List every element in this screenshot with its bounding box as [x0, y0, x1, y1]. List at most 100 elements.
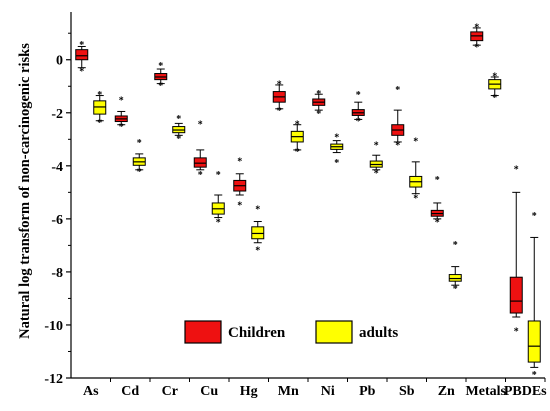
legend-item-children: Children	[184, 320, 286, 344]
outlier-point: *	[79, 66, 84, 77]
outlier-point: *	[435, 175, 440, 186]
x-tick-label: Cu	[200, 384, 218, 399]
outlier-point: *	[295, 119, 300, 130]
outlier-point: *	[374, 168, 379, 179]
y-tick-label: -2	[51, 107, 63, 122]
outlier-point: *	[374, 141, 379, 152]
y-axis-label: Natural log transform of non-carcinogeni…	[17, 43, 33, 339]
box-children-zn: **	[430, 175, 444, 229]
box-adults-metals: **	[488, 72, 502, 104]
outlier-point: *	[237, 157, 242, 168]
box-children-pb: **	[351, 90, 365, 128]
outlier-point: *	[532, 370, 537, 381]
box-children-cr: **	[154, 61, 168, 92]
outlier-point: *	[334, 133, 339, 144]
legend-swatch	[315, 320, 353, 344]
outlier-point: *	[137, 138, 142, 149]
legend-swatch	[184, 320, 222, 344]
outlier-point: *	[176, 114, 181, 125]
outlier-point: *	[453, 284, 458, 295]
box-adults-cu: **	[211, 170, 225, 229]
x-tick-label: Cr	[162, 384, 178, 399]
y-tick-label: -8	[51, 266, 63, 281]
x-tick-label: Zn	[438, 384, 455, 399]
outlier-point: *	[158, 61, 163, 72]
x-tick-label: Sb	[399, 384, 415, 399]
box-children-metals: **	[470, 23, 484, 53]
box-children-sb: **	[391, 85, 405, 152]
outlier-point: *	[255, 204, 260, 215]
outlier-point: *	[237, 200, 242, 211]
x-tick-label: Pb	[359, 384, 376, 399]
outlier-point: *	[119, 96, 124, 107]
y-tick-label: -4	[51, 160, 63, 175]
box-children-cu: **	[193, 119, 207, 181]
x-tick-label: Ni	[321, 384, 335, 399]
box-adults-sb: **	[409, 137, 423, 205]
outlier-point: *	[176, 134, 181, 145]
box-adults-mn: **	[290, 119, 304, 158]
outlier-point: *	[514, 326, 519, 337]
outlier-point: *	[158, 81, 163, 92]
box-adults-cd: **	[132, 138, 146, 178]
outlier-point: *	[435, 218, 440, 229]
outlier-point: *	[514, 164, 519, 175]
outlier-point: *	[492, 93, 497, 104]
outlier-point: *	[356, 90, 361, 101]
x-tick-label: Metals	[466, 384, 507, 399]
box-children-hg: **	[233, 157, 247, 211]
outlier-point: *	[413, 194, 418, 205]
box-children-as: **	[75, 40, 89, 77]
box-body	[509, 276, 523, 314]
box-adults-hg: **	[251, 204, 265, 256]
outlier-point: *	[492, 72, 497, 83]
axes-layer: 0 -2 -4 -6 -8 -10 -12 As Cd Cr Cu Hg Mn Ni Pb Sb Zn Metal…	[44, 12, 547, 399]
x-tick-label: PBDEs	[504, 384, 547, 399]
outlier-point: *	[198, 119, 203, 130]
x-tick-label: As	[83, 384, 99, 399]
outlier-point: *	[97, 90, 102, 101]
outlier-point: *	[413, 137, 418, 148]
x-tick-label: Mn	[278, 384, 299, 399]
box-body	[448, 274, 462, 282]
box-body	[251, 226, 265, 240]
outlier-point: *	[119, 122, 124, 133]
outlier-point: *	[474, 23, 479, 34]
boxes-layer: ************** **** **************** ******…	[75, 23, 541, 381]
outlier-point: *	[198, 170, 203, 181]
outlier-point: *	[532, 211, 537, 222]
box-body	[193, 157, 207, 168]
y-tick-label: -12	[44, 372, 63, 387]
box-adults-cr: **	[172, 114, 186, 145]
legend: Children adults	[184, 320, 398, 344]
outlier-point: *	[97, 118, 102, 129]
box-adults-zn: **	[448, 240, 462, 295]
outlier-point: *	[216, 218, 221, 229]
legend-label: Children	[228, 325, 286, 341]
box-adults-ni: **	[330, 133, 344, 169]
outlier-point: *	[474, 42, 479, 53]
box-adults-pbdes: **	[527, 211, 541, 381]
box-adults-pb: **	[369, 141, 383, 179]
outlier-point: *	[316, 89, 321, 100]
box-children-cd: **	[114, 96, 128, 133]
legend-label: adults	[359, 325, 398, 341]
box-children-mn: **	[272, 80, 286, 117]
outlier-point: *	[137, 167, 142, 178]
outlier-point: *	[277, 80, 282, 91]
outlier-point: *	[79, 40, 84, 51]
outlier-point: *	[395, 141, 400, 152]
box-adults-as: **	[93, 90, 107, 129]
y-tick-label: 0	[56, 54, 63, 69]
box-children-pbdes: **	[509, 164, 523, 337]
outlier-point: *	[216, 170, 221, 181]
outlier-point: *	[316, 109, 321, 120]
outlier-point: *	[255, 245, 260, 256]
outlier-point: *	[277, 106, 282, 117]
box-children-ni: **	[312, 89, 326, 120]
outlier-point: *	[295, 147, 300, 158]
box-body	[527, 320, 541, 363]
x-tick-label: Cd	[121, 384, 139, 399]
